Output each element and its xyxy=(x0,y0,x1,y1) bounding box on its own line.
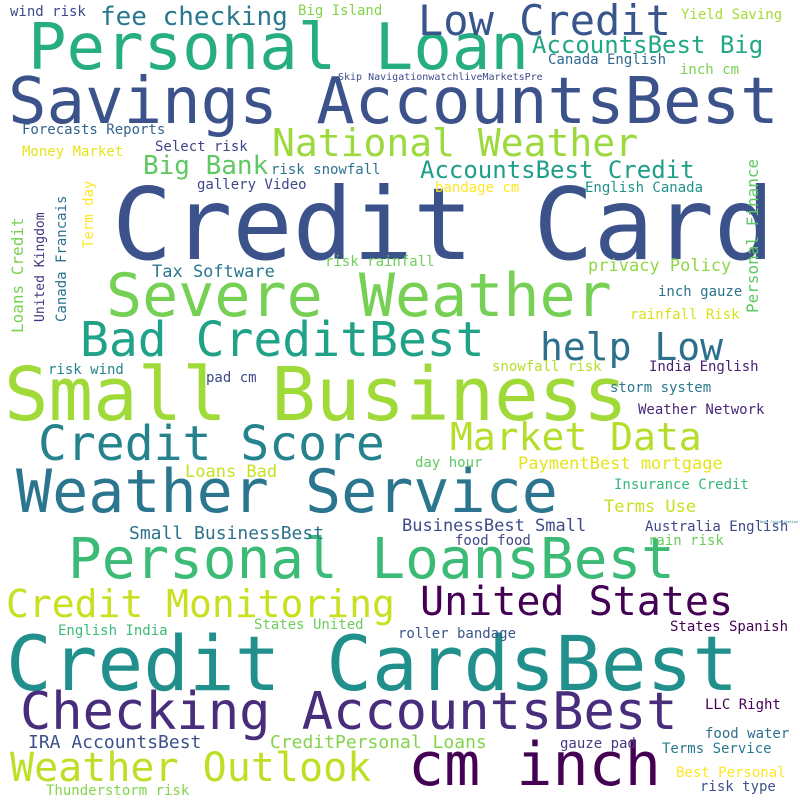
word-india-english: India English xyxy=(649,359,759,375)
word-credit-card: Credit Card xyxy=(112,166,775,283)
word-ira-accountsbest: IRA AccountsBest xyxy=(28,732,202,753)
word-roller-bandage: roller bandage xyxy=(398,626,517,642)
word-llc-right: LLC Right xyxy=(705,697,781,713)
word-risk-snowfall: risk snowfall xyxy=(271,162,381,178)
word-businessbest-small: BusinessBest Small xyxy=(402,516,587,536)
word-gallery-video: gallery Video xyxy=(197,177,307,193)
word-personal-finance: Personal Finance xyxy=(743,158,762,313)
word-insurance-credit: Insurance Credit xyxy=(614,477,749,493)
word-help-low: help Low xyxy=(540,325,724,369)
word-weather-outlook: Weather Outlook xyxy=(10,745,372,791)
word-australia-english: Australia English xyxy=(645,519,789,535)
word-loans-bad: Loans Bad xyxy=(185,462,278,482)
word-day-hour: day hour xyxy=(415,455,483,471)
word-thunderstorm-risk: Thunderstorm risk xyxy=(46,783,190,799)
word-loans-credit: Loans Credit xyxy=(8,217,27,333)
word-terms-use: Terms Use xyxy=(604,497,697,517)
word-best-personal: Best Personal xyxy=(676,765,786,781)
word-skip-navigation: Skip NavigationwatchliveMarketsPre xyxy=(338,72,543,83)
word-low-credit: Low Credit xyxy=(418,0,671,45)
word-bad-creditbest: Bad CreditBest xyxy=(80,312,485,368)
word-storm-system: storm system xyxy=(610,380,712,396)
word-food-food: food food xyxy=(455,533,531,549)
word-national-weather: National Weather xyxy=(272,121,639,165)
word-paymentbest-mortgage: PaymentBest mortgage xyxy=(518,454,723,474)
word-cm-inch: cm inch xyxy=(408,730,661,800)
word-canada-francais: Canada Francais xyxy=(54,195,70,322)
word-credit-monitoring: Credit Monitoring xyxy=(6,582,395,626)
word-tax-software: Tax Software xyxy=(152,262,275,282)
word-creditpersonal-loans: CreditPersonal Loans xyxy=(270,732,487,753)
word-savings-accountsbest: Savings AccountsBest xyxy=(8,65,779,139)
word-privacy-policy: privacy Policy xyxy=(588,256,732,276)
word-personal-loan: Personal Loan xyxy=(28,11,529,85)
word-terms-service: Terms Service xyxy=(662,741,772,757)
word-risk-type: risk type xyxy=(700,779,776,795)
word-united-states: United States xyxy=(420,579,734,625)
word-fee-checking: fee checking xyxy=(100,2,288,32)
word-select-risk: Select risk xyxy=(155,139,248,155)
word-big-bank: Big Bank xyxy=(143,151,269,181)
word-debt-consolidation: Debt Consolidation xyxy=(760,520,798,524)
word-english-india: English India xyxy=(58,623,168,639)
word-accountsbest-credit: AccountsBest Credit xyxy=(420,156,695,184)
word-risk-wind: risk wind xyxy=(48,362,124,378)
word-english-canada: English Canada xyxy=(585,180,704,196)
word-states-spanish: States Spanish xyxy=(670,619,789,635)
word-accountsbest-big: AccountsBest Big xyxy=(532,31,764,59)
word-food-water: food water xyxy=(705,726,790,742)
word-rainfall-risk: rainfall Risk xyxy=(630,307,740,323)
word-market-data: Market Data xyxy=(450,415,702,459)
word-big-island: Big Island xyxy=(298,3,383,19)
word-severe-weather: Severe Weather xyxy=(106,261,612,331)
word-states-united: States United xyxy=(254,617,364,633)
word-term-day: Term day xyxy=(81,180,97,248)
word-forecasts-reports: Forecasts Reports xyxy=(22,122,166,138)
word-weather-network: Weather Network xyxy=(638,402,765,418)
word-inch-cm: inch cm xyxy=(680,62,740,78)
word-risk-rainfall: risk rainfall xyxy=(325,254,435,270)
word-personal-loansbest: Personal LoansBest xyxy=(68,527,675,592)
word-weather-service: Weather Service xyxy=(16,457,558,527)
word-bandage-cm: bandage cm xyxy=(435,180,520,196)
word-small-businessbest: Small BusinessBest xyxy=(129,523,325,544)
word-gauze-pad: gauze pad xyxy=(560,736,636,752)
word-inch-gauze: inch gauze xyxy=(658,284,743,300)
word-checking-accountsbest: Checking AccountsBest xyxy=(20,682,678,742)
word-credit-cardsbest: Credit CardsBest xyxy=(6,619,739,708)
word-snowfall-risk: snowfall risk xyxy=(492,359,602,375)
word-wind-risk: wind risk xyxy=(10,4,86,20)
word-yield-saving: Yield Saving xyxy=(681,7,783,23)
word-rain-risk: rain risk xyxy=(648,533,724,549)
word-credit-score: Credit Score xyxy=(38,416,385,472)
word-canada-english: Canada English xyxy=(548,52,667,68)
word-small-business: Small Business xyxy=(4,352,628,438)
word-money-market: Money Market xyxy=(22,144,124,160)
word-pad-cm: pad cm xyxy=(206,370,257,386)
word-united-kingdom: United Kingdom xyxy=(33,212,48,322)
